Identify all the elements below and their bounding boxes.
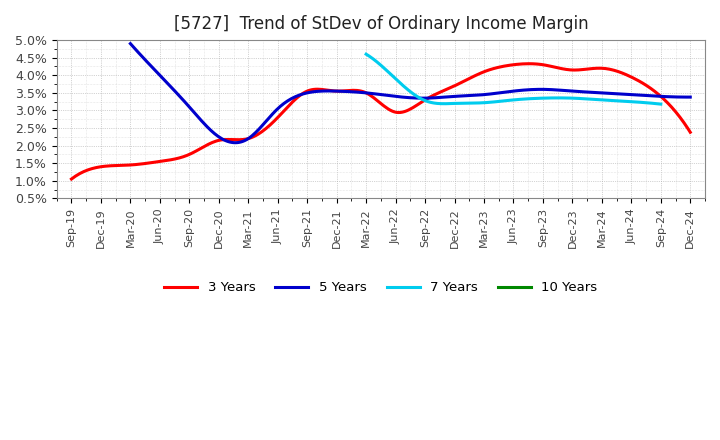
5 Years bbox=[600, 90, 608, 95]
5 Years bbox=[686, 95, 695, 100]
7 Years bbox=[542, 95, 551, 101]
7 Years bbox=[657, 102, 665, 107]
3 Years bbox=[67, 176, 76, 182]
Line: 7 Years: 7 Years bbox=[366, 54, 661, 104]
5 Years bbox=[126, 41, 135, 46]
5 Years bbox=[462, 93, 470, 99]
Line: 3 Years: 3 Years bbox=[71, 64, 690, 179]
3 Years bbox=[446, 85, 454, 91]
3 Years bbox=[630, 76, 639, 81]
3 Years bbox=[436, 90, 444, 95]
5 Years bbox=[231, 140, 240, 145]
7 Years bbox=[629, 99, 637, 104]
3 Years bbox=[590, 66, 599, 71]
3 Years bbox=[433, 91, 442, 96]
5 Years bbox=[635, 92, 644, 98]
Title: [5727]  Trend of StDev of Ordinary Income Margin: [5727] Trend of StDev of Ordinary Income… bbox=[174, 15, 588, 33]
3 Years bbox=[524, 61, 533, 66]
7 Years bbox=[610, 98, 618, 103]
7 Years bbox=[363, 52, 372, 57]
5 Years bbox=[471, 93, 480, 98]
Legend: 3 Years, 5 Years, 7 Years, 10 Years: 3 Years, 5 Years, 7 Years, 10 Years bbox=[159, 276, 603, 300]
7 Years bbox=[537, 95, 546, 101]
7 Years bbox=[362, 51, 371, 57]
3 Years bbox=[686, 130, 695, 135]
3 Years bbox=[69, 175, 78, 180]
5 Years bbox=[459, 93, 468, 99]
5 Years bbox=[128, 43, 137, 48]
Line: 5 Years: 5 Years bbox=[130, 44, 690, 143]
7 Years bbox=[536, 95, 545, 101]
